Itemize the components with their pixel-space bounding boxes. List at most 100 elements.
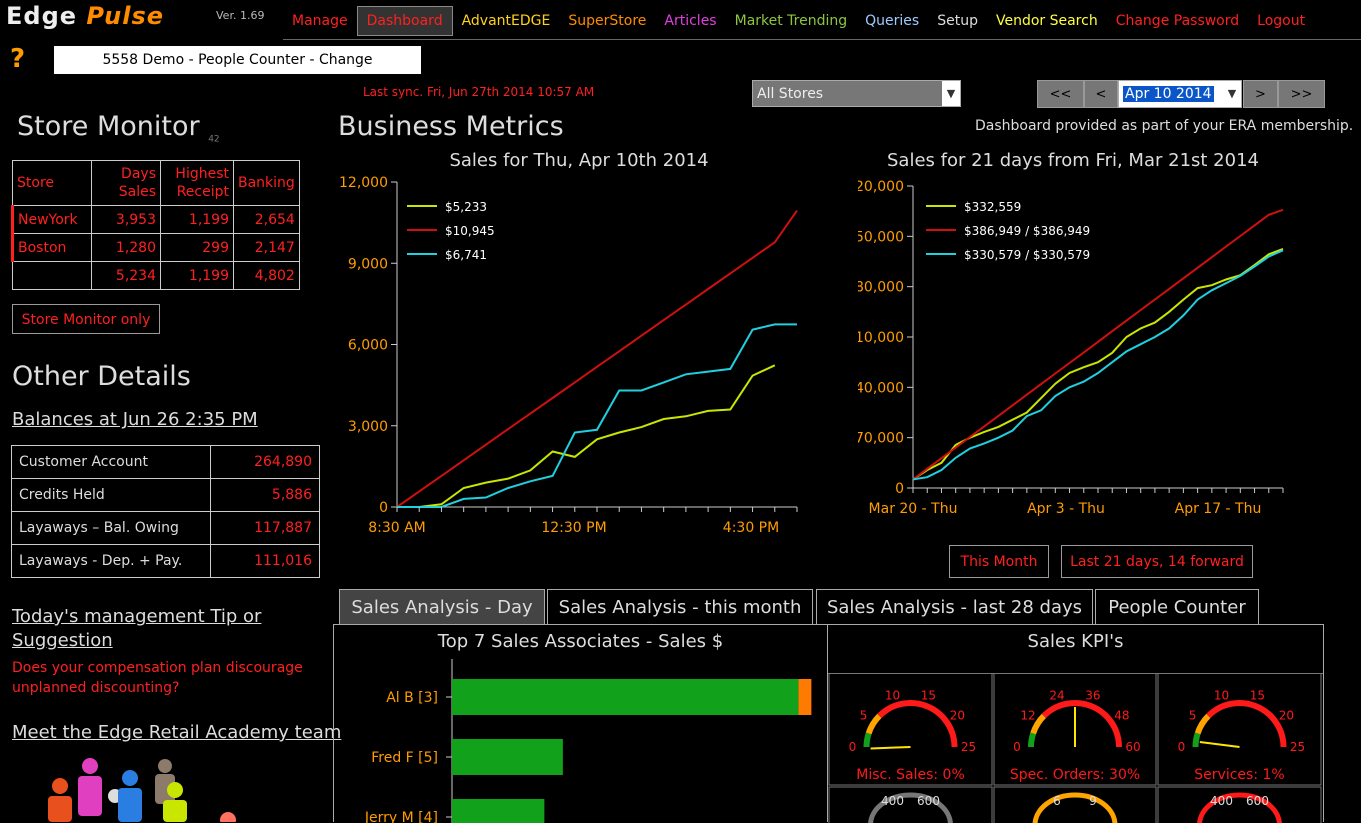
gauge-tick-label: 48 — [1114, 708, 1129, 722]
gauge-tick-label: 5 — [1189, 708, 1197, 722]
gauge-zone-orange — [865, 713, 882, 735]
associates-panel: Top 7 Sales Associates - Sales $ Al B [3… — [333, 624, 828, 823]
last-sync-text: Last sync. Fri, Jun 27th 2014 10:57 AM — [363, 85, 595, 99]
gauge-tick-label: 24 — [1049, 689, 1064, 703]
tab-sales-month[interactable]: Sales Analysis - this month — [547, 589, 813, 625]
gauge-arc-partial — [1197, 792, 1282, 823]
date-next-button[interactable]: > — [1243, 80, 1278, 108]
tab-sales-day[interactable]: Sales Analysis - Day — [339, 589, 545, 625]
gauge-tick-label: 20 — [1279, 708, 1294, 722]
gauge-label: Services: 1% — [1194, 767, 1284, 783]
gauge-tick-label: 20 — [950, 708, 965, 722]
legend-label: $5,233 — [445, 200, 487, 214]
gauge-tick-label: 15 — [921, 689, 936, 703]
series-line — [396, 210, 798, 508]
y-tick-label: 0 — [895, 481, 904, 497]
nav-market-trending[interactable]: Market Trending — [734, 13, 848, 29]
bar-label: Al B [3] — [386, 690, 438, 706]
gauge-tick-label: 25 — [961, 740, 976, 754]
x-tick-label: 12:30 PM — [541, 520, 606, 536]
nav-logout[interactable]: Logout — [1257, 13, 1306, 29]
tab-people-counter[interactable]: People Counter — [1095, 589, 1259, 625]
help-icon[interactable]: ? — [10, 44, 26, 74]
nav-queries[interactable]: Queries — [865, 13, 920, 29]
chevron-down-icon: ▼ — [1227, 87, 1237, 100]
era-info-text: Dashboard provided as part of your ERA m… — [975, 118, 1354, 134]
balances-table: Customer Account 264,890 Credits Held 5,88… — [11, 445, 320, 578]
this-month-button[interactable]: This Month — [949, 545, 1049, 578]
gauge-tick-label: 9 — [1089, 794, 1097, 808]
gauge-arc-partial — [868, 792, 953, 823]
nav-superstore[interactable]: SuperStore — [568, 13, 647, 29]
nav-divider — [283, 39, 1361, 40]
tip-title-link[interactable]: Today's management Tip or Suggestion — [12, 606, 262, 651]
gauge-label: Misc. Sales: 0% — [856, 767, 965, 783]
other-details-title: Other Details — [12, 361, 191, 392]
bar-label: Jerry M [4] — [364, 810, 438, 823]
nav-vendor-search[interactable]: Vendor Search — [995, 13, 1098, 29]
y-tick-label: 350,000 — [858, 229, 904, 245]
gauge-zone-red — [877, 700, 958, 748]
y-tick-label: 280,000 — [858, 280, 904, 296]
balances-link[interactable]: Balances at Jun 26 2:35 PM — [12, 409, 258, 430]
gauge-needle — [1199, 740, 1240, 748]
series-line — [397, 323, 797, 508]
date-prev-button[interactable]: < — [1084, 80, 1118, 108]
legend-label: $10,945 — [445, 224, 495, 238]
series-line — [912, 247, 1284, 481]
business-metrics-title: Business Metrics — [338, 111, 564, 142]
chart-title-day: Sales for Thu, Apr 10th 2014 — [449, 150, 709, 171]
team-people-icon — [48, 758, 236, 822]
y-tick-label: 6,000 — [348, 338, 388, 354]
gauge-cell — [1157, 673, 1322, 786]
gauge-needle — [870, 746, 911, 750]
nav-articles[interactable]: Articles — [664, 13, 717, 29]
app-logo: Edge Pulse — [6, 2, 164, 30]
store-name-box[interactable]: 5558 Demo - People Counter - Change — [54, 46, 421, 74]
x-tick-label: Mar 20 - Thu — [869, 501, 958, 517]
gauge-tick-label: 60 — [1125, 740, 1140, 754]
nav-dashboard[interactable]: Dashboard — [356, 6, 453, 36]
series-line — [912, 249, 1284, 481]
gauge-zone-red — [1206, 700, 1287, 748]
last-21-days-button[interactable]: Last 21 days, 14 forward — [1061, 545, 1253, 578]
store-monitor-table: Store Days Sales Highest Receipt Banking… — [11, 160, 300, 290]
nav-change-password[interactable]: Change Password — [1115, 13, 1240, 29]
x-tick-label: 8:30 AM — [368, 520, 426, 536]
nav-advantedge[interactable]: AdvantEDGE — [461, 13, 551, 29]
y-tick-label: 12,000 — [340, 175, 388, 191]
gauge-tick-label: 5 — [860, 708, 868, 722]
tab-sales-28days[interactable]: Sales Analysis - last 28 days — [816, 589, 1093, 625]
gauge-zone-red — [1041, 700, 1122, 748]
y-tick-label: 140,000 — [858, 380, 904, 396]
y-tick-label: 420,000 — [858, 179, 904, 195]
y-tick-label: 70,000 — [858, 431, 904, 447]
gauge-label: Spec. Orders: 30% — [1010, 767, 1140, 783]
nav-setup[interactable]: Setup — [937, 13, 978, 29]
chart-title-21days: Sales for 21 days from Fri, Mar 21st 201… — [887, 150, 1259, 171]
associates-bar-chart: Al B [3] Fred F [5] Jerry M [4] — [364, 659, 812, 823]
legend-label: $330,579 / $330,579 — [964, 248, 1090, 262]
kpi-title: Sales KPI's — [828, 631, 1323, 674]
store-monitor-count: 42 — [208, 134, 220, 145]
gauge-cell — [1157, 786, 1322, 823]
gauge-tick-label: 6 — [1053, 794, 1061, 808]
date-prev-fast-button[interactable]: << — [1037, 80, 1084, 108]
store-monitor-title: Store Monitor 42 — [17, 111, 220, 145]
main-nav: Manage Dashboard AdvantEDGE SuperStore A… — [283, 4, 1314, 38]
store-select[interactable]: All Stores ▼ — [752, 80, 961, 107]
bar — [452, 739, 563, 775]
date-select[interactable]: Apr 10 2014 ▼ — [1118, 80, 1242, 108]
y-tick-label: 210,000 — [858, 330, 904, 346]
gauge-tick-label: 0 — [1178, 740, 1186, 754]
team-link[interactable]: Meet the Edge Retail Academy team — [12, 722, 342, 743]
gauge-cell — [828, 673, 993, 786]
store-monitor-only-button[interactable]: Store Monitor only — [12, 304, 160, 334]
nav-manage[interactable]: Manage — [292, 13, 348, 29]
gauge-tick-label: 15 — [1250, 689, 1265, 703]
date-next-fast-button[interactable]: >> — [1278, 80, 1325, 108]
bar — [452, 799, 545, 823]
gauge-tick-label: 10 — [1214, 689, 1229, 703]
gauge-cell — [993, 673, 1157, 786]
bar — [452, 679, 799, 715]
